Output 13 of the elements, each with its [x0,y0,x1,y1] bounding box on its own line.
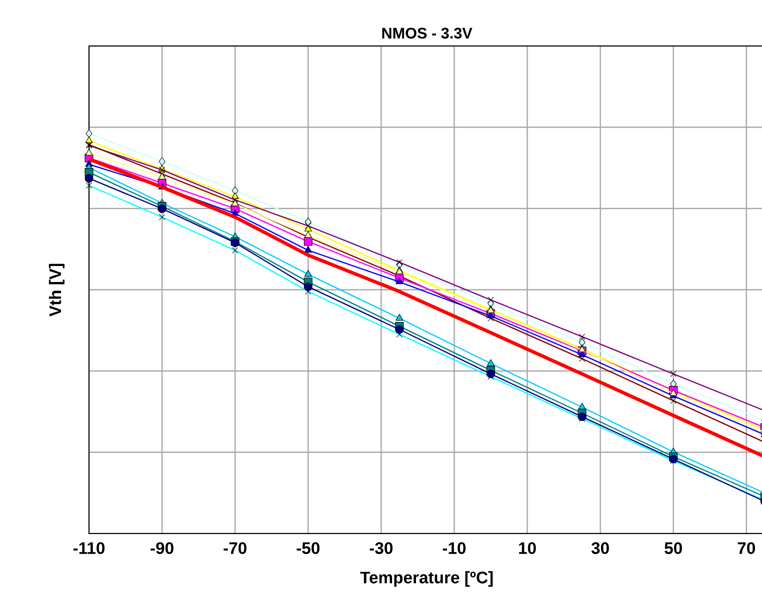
x-axis-title: Temperature [ºC] [360,571,493,587]
x-tick-label: 10 [519,542,536,554]
y-axis-title: Vth [V] [48,264,64,316]
chart-title: NMOS - 3.3V [382,28,472,39]
x-tick-label: 30 [591,542,609,554]
x-tick-label: -70 [224,542,246,554]
x-tick-label: 50 [664,542,682,554]
x-tick-label: 70 [738,542,756,554]
x-tick-label: -90 [150,542,174,554]
x-tick-label: -110 [73,542,105,554]
x-tick-label: -10 [442,542,466,554]
x-tick-label: -50 [296,542,320,554]
x-tick-label: -30 [370,542,393,554]
